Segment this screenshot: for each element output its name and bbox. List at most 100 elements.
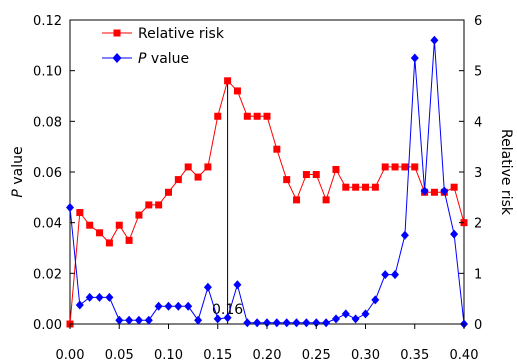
- data-point-relative-risk: [332, 165, 340, 173]
- data-point-p-value: [410, 53, 419, 63]
- data-point-relative-risk: [381, 163, 389, 171]
- x-tick-label: 0.15: [203, 348, 232, 363]
- data-point-p-value: [400, 230, 409, 240]
- legend-label-p-value: P value: [138, 51, 189, 67]
- data-point-relative-risk: [115, 221, 123, 229]
- data-point-relative-risk: [362, 183, 369, 191]
- data-point-relative-risk: [86, 221, 94, 229]
- data-point-relative-risk: [401, 163, 409, 171]
- data-point-relative-risk: [273, 145, 281, 153]
- data-point-relative-risk: [322, 196, 330, 204]
- data-point-p-value: [272, 318, 281, 328]
- data-point-relative-risk: [125, 236, 133, 244]
- y-left-tick-label: 0.04: [33, 217, 62, 232]
- data-point-relative-risk: [302, 171, 310, 179]
- x-tick-label: 0.00: [56, 348, 85, 363]
- y-right-tick-label: 6: [474, 14, 482, 29]
- data-point-p-value: [164, 301, 173, 311]
- data-point-p-value: [351, 314, 360, 324]
- data-point-p-value: [115, 315, 124, 325]
- data-point-p-value: [144, 315, 153, 325]
- y-left-tick-label: 0.00: [33, 318, 62, 333]
- data-point-p-value: [134, 315, 143, 325]
- data-point-p-value: [430, 35, 439, 45]
- y-right-tick-label: 1: [474, 267, 482, 282]
- x-tick-label: 0.25: [302, 348, 331, 363]
- y-right-axis-title: Relative risk: [498, 129, 514, 216]
- data-point-p-value: [440, 186, 449, 196]
- data-point-p-value: [194, 315, 203, 325]
- data-point-p-value: [253, 318, 262, 328]
- data-point-p-value: [203, 282, 212, 292]
- y-right-tick-label: 5: [474, 65, 482, 80]
- data-point-p-value: [420, 186, 429, 196]
- data-point-relative-risk: [391, 163, 399, 171]
- data-point-relative-risk: [155, 201, 163, 209]
- data-point-p-value: [371, 295, 380, 305]
- data-point-relative-risk: [194, 173, 202, 181]
- data-point-relative-risk: [450, 183, 458, 191]
- annotation-label: 0.16: [212, 302, 243, 318]
- data-point-p-value: [263, 318, 271, 328]
- data-point-p-value: [85, 292, 94, 302]
- data-point-relative-risk: [105, 239, 113, 247]
- data-point-relative-risk: [96, 229, 104, 237]
- data-point-relative-risk: [243, 112, 251, 120]
- legend-marker-relative-risk: [113, 29, 121, 37]
- y-left-tick-label: 0.10: [33, 65, 62, 80]
- annotation-layer: 0.16: [212, 80, 243, 324]
- data-point-p-value: [292, 318, 301, 328]
- data-point-p-value: [184, 301, 193, 311]
- data-point-relative-risk: [253, 112, 261, 120]
- legend-marker-p-value: [112, 53, 122, 63]
- series-line-p-value: [69, 40, 465, 325]
- data-point-p-value: [361, 309, 370, 319]
- plot-frame: [69, 19, 465, 325]
- x-tick-label: 0.20: [253, 348, 282, 363]
- y-left-tick-label: 0.02: [33, 267, 62, 282]
- data-point-p-value: [381, 270, 390, 280]
- series-layer: [66, 35, 468, 329]
- data-point-relative-risk: [342, 183, 350, 191]
- data-point-relative-risk: [184, 163, 192, 171]
- data-point-relative-risk: [371, 183, 379, 191]
- y-left-tick-label: 0.06: [33, 166, 62, 181]
- data-point-relative-risk: [145, 201, 153, 209]
- x-tick-label: 0.05: [105, 348, 134, 363]
- data-point-relative-risk: [165, 188, 172, 196]
- data-point-relative-risk: [204, 163, 212, 171]
- data-point-relative-risk: [76, 209, 84, 217]
- data-point-relative-risk: [174, 176, 182, 184]
- data-point-relative-risk: [283, 176, 291, 184]
- data-point-relative-risk: [263, 112, 271, 120]
- data-point-p-value: [66, 203, 74, 212]
- data-point-p-value: [233, 280, 242, 290]
- data-point-p-value: [322, 318, 331, 328]
- y-left-tick-label: 0.12: [33, 14, 62, 29]
- y-right-tick-label: 4: [474, 115, 482, 130]
- data-point-p-value: [174, 301, 183, 311]
- y-right-tick-label: 2: [474, 217, 482, 232]
- ticks-layer: 0.00 0.05 0.10 0.15 0.20 0.25 0.30 0.35 0.40 0.00…: [33, 14, 482, 363]
- data-point-relative-risk: [293, 196, 301, 204]
- y-right-tick-label: 3: [474, 166, 482, 181]
- data-point-relative-risk: [224, 77, 232, 85]
- legend: Relative risk P value: [102, 26, 225, 67]
- y-left-axis-title: P value: [10, 146, 26, 197]
- data-point-relative-risk: [312, 171, 320, 179]
- data-point-relative-risk: [352, 183, 360, 191]
- data-point-p-value: [332, 314, 340, 324]
- data-point-relative-risk: [411, 163, 419, 171]
- data-point-p-value: [105, 292, 114, 302]
- y-right-tick-label: 0: [474, 318, 482, 333]
- data-point-p-value: [341, 309, 350, 319]
- data-point-p-value: [213, 314, 222, 324]
- data-point-p-value: [312, 318, 321, 328]
- data-point-p-value: [450, 229, 459, 239]
- legend-label-relative-risk: Relative risk: [138, 26, 225, 42]
- data-point-p-value: [243, 318, 252, 328]
- data-point-p-value: [282, 318, 291, 328]
- data-point-relative-risk: [135, 211, 143, 219]
- x-tick-label: 0.35: [400, 348, 429, 363]
